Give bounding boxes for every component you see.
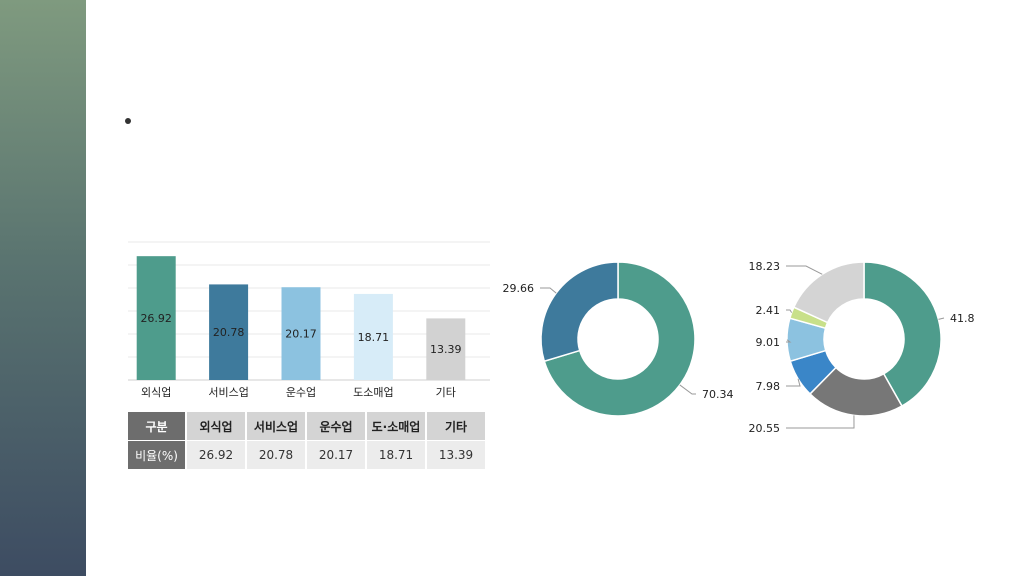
table-cell: 20.78 <box>246 440 307 470</box>
data-label: 18.23 <box>749 260 781 273</box>
leader-line <box>540 287 557 294</box>
donut-slice <box>863 261 942 408</box>
bar <box>426 318 466 380</box>
leader-line <box>786 339 792 343</box>
data-label: 70.34 <box>702 388 734 401</box>
data-table: 구분 외식업 서비스업 운수업 도·소매업 기타 비율(%) 26.92 20.… <box>128 412 487 470</box>
table-header-row: 구분 외식업 서비스업 운수업 도·소매업 기타 <box>128 412 487 441</box>
tick-label: 운수업 <box>286 386 316 399</box>
tick-label: 기타 <box>436 386 456 399</box>
data-label: 29.66 <box>503 282 535 295</box>
data-label: 26.92 <box>140 312 172 325</box>
bar <box>353 293 393 380</box>
table-header-cell: 운수업 <box>306 412 367 441</box>
data-label: 20.55 <box>749 422 781 435</box>
donut-slice <box>792 261 865 324</box>
donut-slice <box>543 261 696 417</box>
data-label: 9.01 <box>756 336 781 349</box>
table-header-cell: 외식업 <box>186 412 247 441</box>
table-header-cell: 도·소매업 <box>366 412 427 441</box>
data-label: 41.8 <box>950 312 975 325</box>
leader-line <box>786 415 855 429</box>
table-cell: 13.39 <box>426 440 487 470</box>
table-header-cell: 기타 <box>426 412 487 441</box>
data-label: 13.39 <box>430 343 462 356</box>
table-header-cell: 서비스업 <box>246 412 307 441</box>
table-cell: 비율(%) <box>128 440 187 470</box>
data-label: 7.98 <box>756 380 781 393</box>
bullet-point <box>125 118 131 124</box>
table-row: 비율(%) 26.92 20.78 20.17 18.71 13.39 <box>128 440 487 470</box>
tick-label: 외식업 <box>141 386 171 399</box>
data-label: 18.71 <box>358 331 390 344</box>
leader-line <box>938 317 945 320</box>
leader-line <box>786 265 823 275</box>
table-cell: 18.71 <box>366 440 427 470</box>
table-cell: 26.92 <box>186 440 247 470</box>
data-label: 20.17 <box>285 328 317 341</box>
donut-slice <box>540 261 619 363</box>
bar <box>209 284 249 380</box>
data-label: 20.78 <box>213 326 245 339</box>
bar <box>136 256 176 380</box>
tick-label: 도소매업 <box>353 386 393 399</box>
table-cell: 20.17 <box>306 440 367 470</box>
leader-line <box>786 309 793 313</box>
data-label: 2.41 <box>756 304 781 317</box>
bar <box>281 287 321 380</box>
table-header-cell: 구분 <box>128 412 187 441</box>
sidebar-gradient <box>0 0 86 576</box>
leader-line <box>679 384 696 395</box>
leader-line <box>786 378 801 387</box>
tick-label: 서비스업 <box>208 386 248 399</box>
